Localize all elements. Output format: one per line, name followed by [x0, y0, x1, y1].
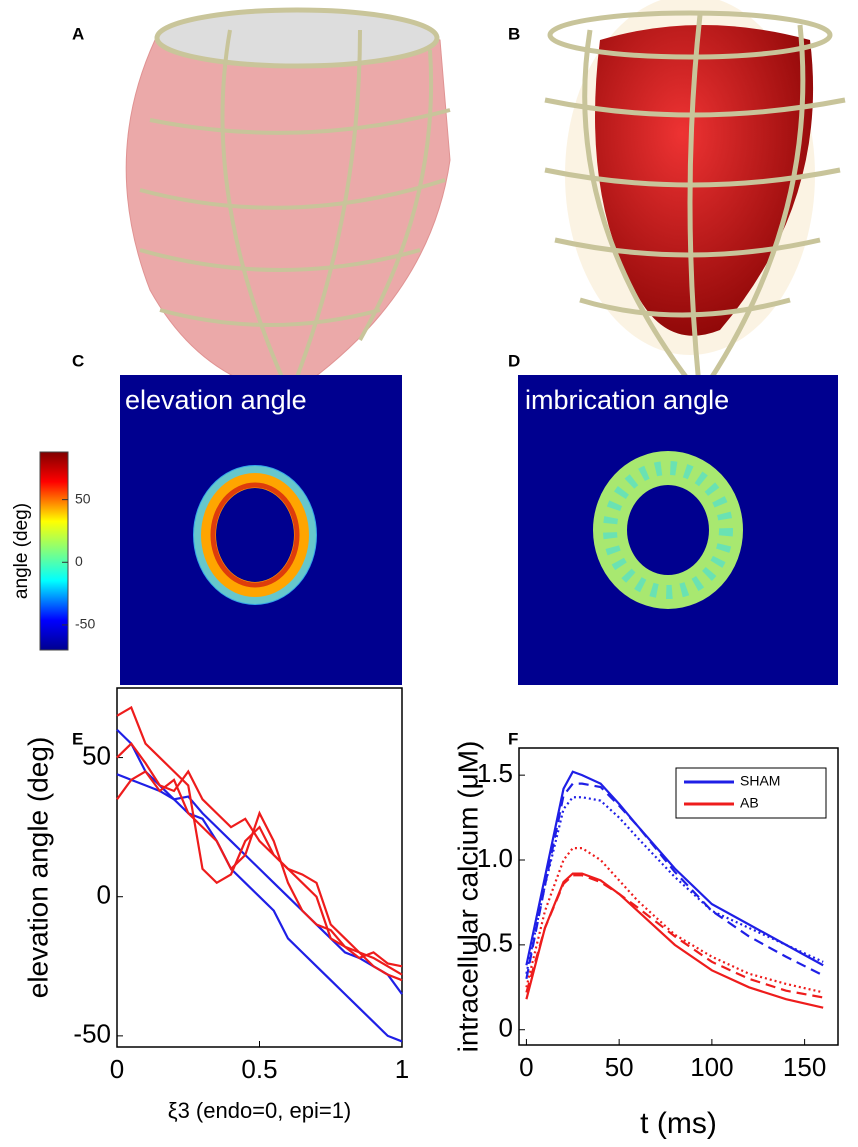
- y-axis-label: elevation angle (deg): [22, 737, 53, 999]
- colorbar-tick-label: 50: [75, 490, 91, 506]
- panel-label: F: [508, 729, 518, 748]
- panel-label: E: [72, 729, 83, 748]
- legend-box: [675, 767, 827, 819]
- data-line: [116, 728, 403, 1043]
- ring-c: [193, 465, 317, 605]
- x-tick-label: 0: [110, 1054, 124, 1084]
- x-axis-label: t (ms): [640, 1107, 717, 1140]
- plot-frame: [518, 747, 839, 1046]
- y-tick-label: 0.5: [477, 928, 513, 958]
- panel-label: A: [72, 24, 84, 43]
- data-line: [525, 782, 824, 980]
- data-line: [525, 770, 824, 967]
- x-tick-label: 100: [690, 1052, 733, 1082]
- colorbar: [39, 451, 69, 651]
- colorbar-tick-label: 0: [75, 553, 83, 569]
- y-axis-label: intracellular calcium (μM): [452, 741, 483, 1053]
- x-tick-label: 50: [605, 1052, 634, 1082]
- render-b: [544, 0, 846, 397]
- y-tick-label: 0: [499, 1013, 513, 1043]
- data-line: [116, 705, 403, 976]
- colorbar-label: angle (deg): [11, 503, 32, 599]
- data-line: [525, 874, 824, 999]
- y-tick-label: 0: [97, 880, 111, 910]
- image-title: imbrication angle: [525, 385, 729, 415]
- panel-label: D: [508, 351, 520, 370]
- data-line: [116, 770, 403, 968]
- image-d: [518, 375, 838, 685]
- ring-d: [593, 451, 743, 609]
- legend-label: SHAM: [740, 773, 780, 789]
- data-line: [525, 796, 824, 974]
- y-tick-label: -50: [73, 1019, 111, 1049]
- data-line: [525, 847, 824, 994]
- y-tick-label: 50: [82, 740, 111, 770]
- data-line: [116, 773, 403, 995]
- data-line: [116, 741, 403, 982]
- x-axis-label: ξ3 (endo=0, epi=1): [168, 1098, 352, 1123]
- image-c: [120, 375, 402, 685]
- x-tick-label: 0.5: [241, 1054, 277, 1084]
- x-tick-label: 0: [519, 1052, 533, 1082]
- colorbar-tick-label: -50: [75, 616, 95, 632]
- panel-label: C: [72, 351, 84, 370]
- x-tick-label: 1: [395, 1054, 409, 1084]
- x-tick-label: 150: [783, 1052, 826, 1082]
- y-tick-label: 1.5: [477, 758, 513, 788]
- render-a: [125, 7, 451, 396]
- image-title: elevation angle: [125, 385, 307, 415]
- y-tick-label: 1.0: [477, 843, 513, 873]
- legend-label: AB: [740, 795, 759, 811]
- panel-label: B: [508, 24, 520, 43]
